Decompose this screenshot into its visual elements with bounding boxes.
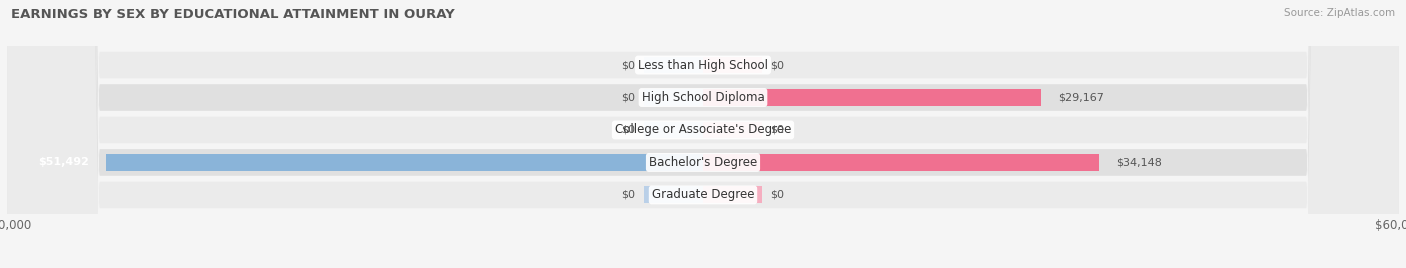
Bar (703, 187, 762, 203)
FancyBboxPatch shape (7, 0, 1399, 268)
Text: $0: $0 (621, 92, 636, 103)
FancyBboxPatch shape (7, 0, 1399, 268)
Bar (644, 187, 703, 203)
FancyBboxPatch shape (7, 0, 1399, 268)
Bar (703, 121, 762, 138)
Text: $0: $0 (621, 60, 636, 70)
Text: $34,148: $34,148 (1116, 157, 1161, 168)
Bar (703, 89, 1042, 106)
Text: $0: $0 (770, 125, 785, 135)
Text: College or Associate's Degree: College or Associate's Degree (614, 124, 792, 136)
Text: Graduate Degree: Graduate Degree (652, 188, 754, 202)
Text: Source: ZipAtlas.com: Source: ZipAtlas.com (1284, 8, 1395, 18)
Bar (703, 154, 1099, 171)
Bar (644, 57, 703, 73)
Text: $0: $0 (621, 125, 636, 135)
Text: $29,167: $29,167 (1059, 92, 1104, 103)
Text: Less than High School: Less than High School (638, 58, 768, 72)
Text: EARNINGS BY SEX BY EDUCATIONAL ATTAINMENT IN OURAY: EARNINGS BY SEX BY EDUCATIONAL ATTAINMEN… (11, 8, 456, 21)
Text: $0: $0 (621, 190, 636, 200)
Text: Bachelor's Degree: Bachelor's Degree (650, 156, 756, 169)
Bar (644, 89, 703, 106)
FancyBboxPatch shape (7, 0, 1399, 268)
Text: $51,492: $51,492 (38, 157, 89, 168)
Bar (644, 121, 703, 138)
Bar (105, 154, 703, 171)
FancyBboxPatch shape (7, 0, 1399, 268)
Text: High School Diploma: High School Diploma (641, 91, 765, 104)
Text: $0: $0 (770, 190, 785, 200)
Bar (703, 57, 762, 73)
Text: $0: $0 (770, 60, 785, 70)
